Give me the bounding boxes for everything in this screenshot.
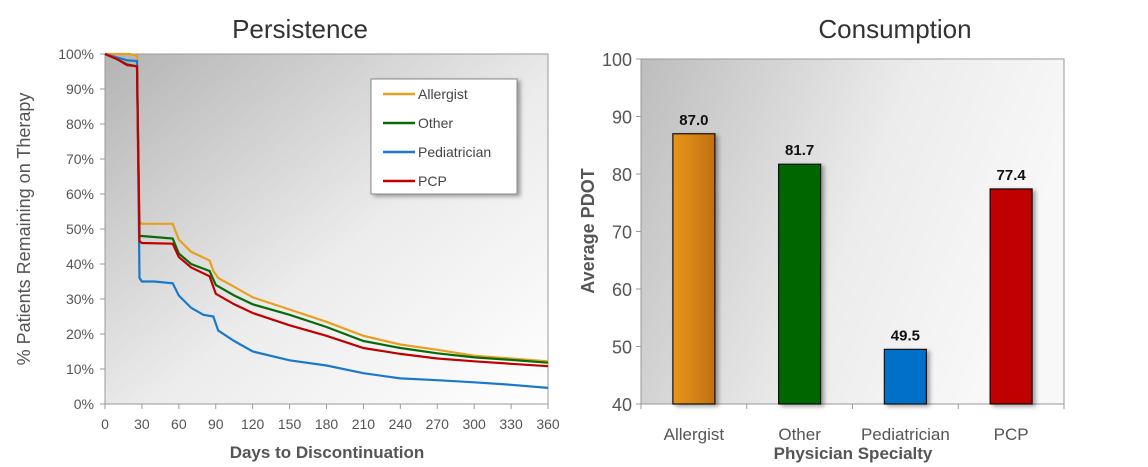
consumption-y-label: Average PDOT: [578, 168, 598, 293]
y-tick-label: 10%: [66, 361, 94, 377]
x-tick-label: 120: [241, 416, 265, 432]
consumption-title: Consumption: [818, 14, 971, 44]
data-label: 81.7: [785, 142, 814, 159]
legend-label: PCP: [418, 173, 447, 189]
data-label: 77.4: [997, 167, 1027, 184]
x-tick-label: 180: [315, 416, 339, 432]
bar-pcp: [989, 188, 1033, 405]
x-tick-label: 150: [278, 416, 302, 432]
legend: [370, 78, 518, 195]
consumption-x-label: Physician Specialty: [774, 444, 933, 463]
x-tick-label: 300: [462, 416, 486, 432]
y-tick-label: 90%: [66, 81, 94, 97]
y-tick-label: 100%: [58, 46, 94, 62]
y-tick-label: 80%: [66, 116, 94, 132]
y-tick-label: 30%: [66, 291, 94, 307]
legend-label: Pediatrician: [418, 144, 491, 160]
bar-other: [778, 163, 822, 405]
y-tick-label: 70: [612, 223, 632, 243]
y-tick-label: 40%: [66, 256, 94, 272]
y-tick-label: 100: [602, 50, 632, 70]
persistence-title: Persistence: [232, 14, 368, 44]
legend-label: Allergist: [418, 86, 468, 102]
x-tick-label: 30: [134, 416, 150, 432]
x-tick-label: 0: [101, 416, 109, 432]
legend-label: Other: [418, 115, 453, 131]
y-tick-label: 50%: [66, 221, 94, 237]
x-tick-label: 240: [389, 416, 413, 432]
y-tick-label: 60: [612, 280, 632, 300]
x-category-label: Other: [778, 425, 821, 444]
persistence-y-label: % Patients Remaining on Therapy: [14, 93, 34, 366]
y-tick-label: 60%: [66, 186, 94, 202]
persistence-x-label: Days to Discontinuation: [230, 443, 425, 462]
y-tick-label: 20%: [66, 326, 94, 342]
bar-pediatrician: [883, 348, 927, 405]
data-label: 49.5: [891, 327, 920, 344]
y-tick-label: 70%: [66, 151, 94, 167]
x-category-label: Allergist: [664, 425, 725, 444]
x-tick-label: 360: [536, 416, 560, 432]
x-category-label: Pediatrician: [861, 425, 950, 444]
x-tick-label: 210: [352, 416, 376, 432]
data-label: 87.0: [679, 112, 708, 129]
x-tick-label: 90: [208, 416, 224, 432]
x-category-label: PCP: [994, 425, 1029, 444]
x-tick-label: 270: [426, 416, 450, 432]
bar-allergist: [672, 133, 716, 405]
x-tick-label: 60: [171, 416, 187, 432]
y-tick-label: 50: [612, 338, 632, 358]
x-tick-label: 330: [499, 416, 523, 432]
y-tick-label: 40: [612, 395, 632, 415]
y-tick-label: 90: [612, 108, 632, 128]
y-tick-label: 80: [612, 165, 632, 185]
y-tick-label: 0%: [74, 396, 94, 412]
series-line-pcp: [104, 52, 549, 368]
